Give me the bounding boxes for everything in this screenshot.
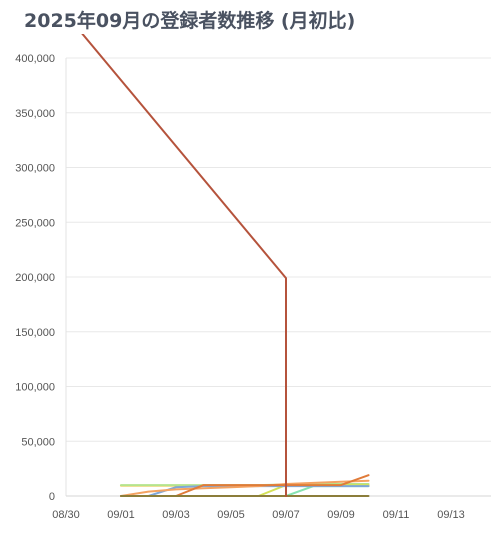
y-tick-label: 200,000 [15,272,55,284]
x-tick-label: 08/30 [52,509,80,521]
y-tick-labels: 0 50,000 100,000 150,000 200,000 250,000 300,0… [15,53,55,503]
grid [66,57,491,442]
chart-title: 2025年09月の登録者数推移 (月初比) [24,10,356,32]
y-tick-label: 350,000 [15,108,55,120]
y-tick-label: 250,000 [15,217,55,229]
x-tick-label: 09/05 [217,509,245,521]
y-tick-label: 300,000 [15,163,55,175]
x-tick-labels: 08/30 09/01 09/03 09/05 09/07 09/09 09/11 09/13 [52,509,465,521]
series-line-6 [120,479,370,497]
y-tick-label: 150,000 [15,327,55,339]
x-tick-label: 09/01 [107,509,135,521]
series-lines [81,34,370,497]
series-line-9 [81,34,287,497]
x-tick-label: 09/03 [162,509,190,521]
x-tick-label: 09/13 [437,509,465,521]
y-tick-label: 50,000 [21,436,55,448]
y-tick-label: 0 [49,491,55,503]
y-tick-label: 100,000 [15,382,55,394]
y-tick-label: 400,000 [15,53,55,65]
x-tick-label: 09/07 [272,509,300,521]
x-tick-label: 09/11 [383,509,410,521]
x-tick-label: 09/09 [327,509,355,521]
